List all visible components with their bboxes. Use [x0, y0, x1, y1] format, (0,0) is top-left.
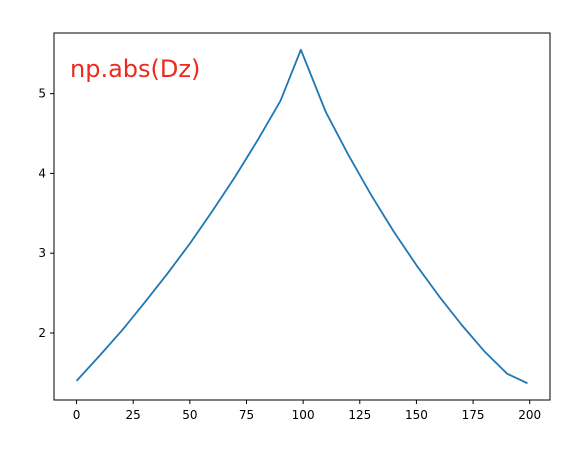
x-tick-label: 200 [518, 408, 541, 422]
x-axis: 0 25 50 75 100 125 150 175 200 [73, 400, 541, 422]
x-tick-label: 75 [239, 408, 254, 422]
axes-frame [53, 32, 551, 401]
x-tick-label: 175 [462, 408, 485, 422]
x-tick-label: 25 [126, 408, 141, 422]
y-tick-label: 3 [38, 246, 46, 260]
x-tick-label: 0 [73, 408, 81, 422]
series-line-0 [75, 48, 528, 385]
y-axis: 2 3 4 5 [38, 87, 54, 340]
y-tick-label: 5 [38, 87, 46, 101]
x-tick-label: 50 [182, 408, 197, 422]
plot-area [75, 48, 528, 385]
y-tick-label: 2 [38, 326, 46, 340]
x-tick-label: 100 [292, 408, 315, 422]
x-tick-label: 125 [348, 408, 371, 422]
y-tick-label: 4 [38, 166, 46, 180]
annotation-label: np.abs(Dz) [70, 55, 200, 83]
x-tick-label: 150 [405, 408, 428, 422]
